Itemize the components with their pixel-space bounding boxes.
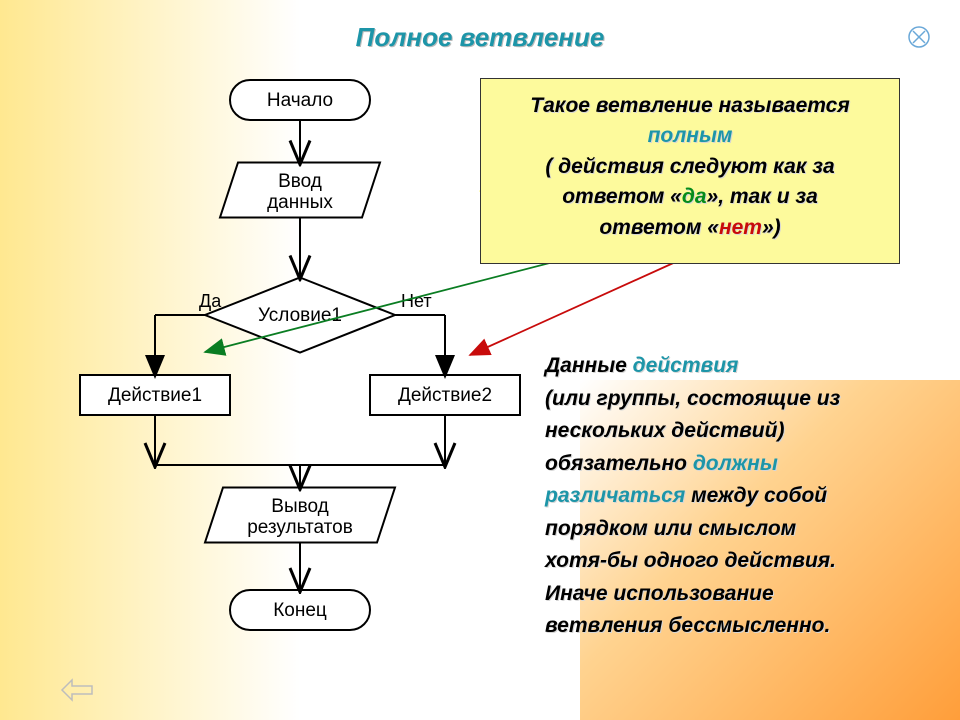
ybox-line1: Такое ветвление называется: [530, 94, 849, 117]
close-icon[interactable]: [908, 26, 930, 48]
svg-text:Условие1: Условие1: [258, 305, 342, 326]
ex-t5: обязательно: [545, 452, 693, 475]
ybox-l2a: ( действия следуют как за: [545, 155, 834, 178]
ex-t3: (или группы, состоящие из: [545, 387, 840, 410]
page-title: Полное ветвление: [0, 22, 960, 53]
ybox-l2b: ответом «: [562, 185, 682, 208]
ybox-l2c: », так и за: [707, 185, 818, 208]
ex-t12: ветвления бессмысленно.: [545, 614, 830, 637]
ex-t4: нескольких действий): [545, 419, 784, 442]
back-arrow-icon[interactable]: [60, 678, 94, 702]
svg-text:Нет: Нет: [401, 291, 432, 311]
ex-t8: между собой: [685, 484, 827, 507]
svg-text:данных: данных: [267, 192, 333, 213]
ybox-l2d: ответом «: [599, 216, 719, 239]
ex-t9: порядком или смыслом: [545, 517, 796, 540]
svg-text:Конец: Конец: [273, 600, 327, 621]
svg-text:результатов: результатов: [247, 517, 353, 538]
ex-t6: должны: [693, 452, 778, 475]
svg-text:Да: Да: [199, 291, 222, 311]
ex-t10: хотя-бы одного действия.: [545, 549, 836, 572]
ex-t7: различаться: [545, 484, 685, 507]
svg-text:Начало: Начало: [267, 90, 333, 111]
ex-t1: Данные: [545, 354, 633, 377]
svg-text:Вывод: Вывод: [271, 496, 328, 517]
ybox-l2e: »): [762, 216, 781, 239]
svg-text:Действие1: Действие1: [108, 385, 202, 406]
svg-text:Ввод: Ввод: [278, 171, 322, 192]
explanation-text: Данные действия (или группы, состоящие и…: [545, 350, 940, 643]
ex-t2: действия: [633, 354, 739, 377]
ybox-yes: да: [682, 185, 707, 208]
callout-box: Такое ветвление называется полным ( дейс…: [480, 78, 900, 264]
ybox-full: полным: [648, 124, 733, 147]
svg-text:Действие2: Действие2: [398, 385, 492, 406]
ex-t11: Иначе использование: [545, 582, 774, 605]
ybox-no: нет: [719, 216, 762, 239]
